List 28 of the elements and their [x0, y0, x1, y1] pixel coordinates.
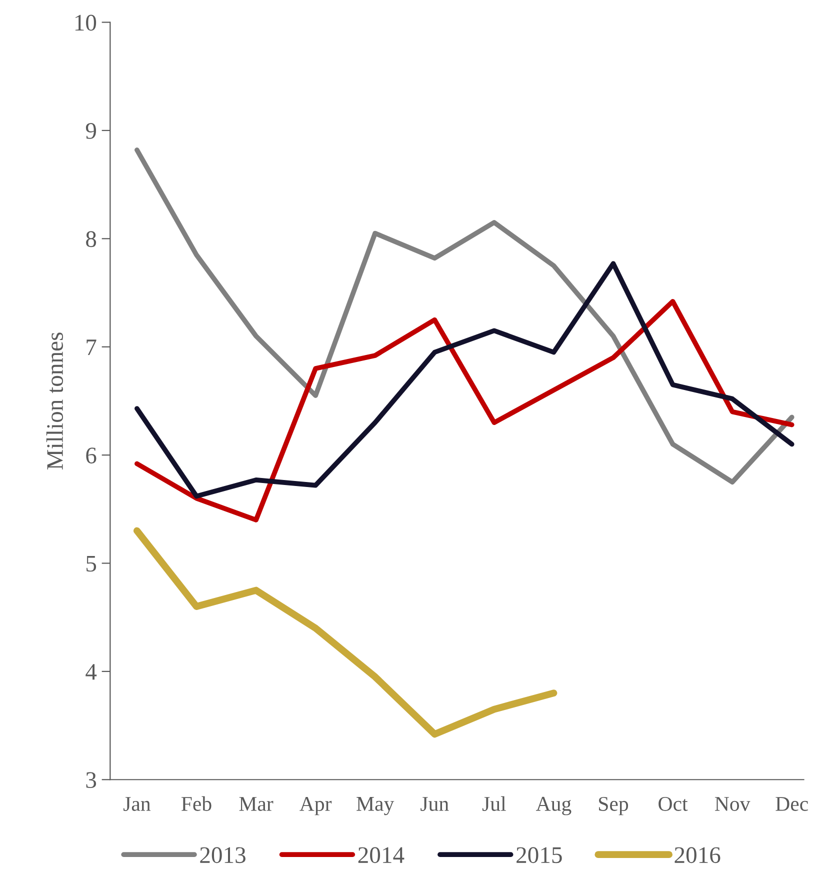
y-tick-label: 5 — [86, 556, 96, 572]
x-tick-label: Oct — [658, 796, 688, 811]
x-tick-label: Nov — [714, 797, 750, 811]
x-tick-label: May — [356, 797, 394, 816]
legend-label: 2014 — [358, 847, 404, 864]
x-tick-label: Dec — [776, 797, 808, 811]
x-tick-label: Feb — [181, 796, 212, 811]
y-tick-label: 6 — [86, 448, 96, 464]
line-series — [134, 261, 794, 499]
y-tick-label: 3 — [86, 772, 96, 788]
x-tick-label: Sep — [599, 796, 628, 816]
x-tick-label: Aug — [536, 796, 572, 816]
y-tick-label: 4 — [86, 664, 97, 680]
x-tick-label: Apr — [300, 796, 332, 816]
x-tick-label: Jun — [420, 797, 449, 811]
legend-label: 2016 — [674, 847, 720, 864]
y-tick-label: 7 — [86, 340, 96, 356]
y-tick-label: 9 — [86, 123, 96, 139]
legend-label: 2015 — [516, 847, 562, 864]
y-tick-label: 10 — [75, 14, 96, 31]
y-axis-title: Million tonnes — [46, 332, 64, 470]
x-tick-label: Mar — [239, 797, 274, 811]
legend-label: 2013 — [200, 847, 246, 864]
line-series — [134, 148, 794, 485]
x-tick-label: Jan — [124, 797, 151, 811]
y-tick-label: 8 — [86, 231, 96, 248]
x-tick-label: Jul — [482, 796, 506, 811]
line-series — [134, 298, 794, 522]
